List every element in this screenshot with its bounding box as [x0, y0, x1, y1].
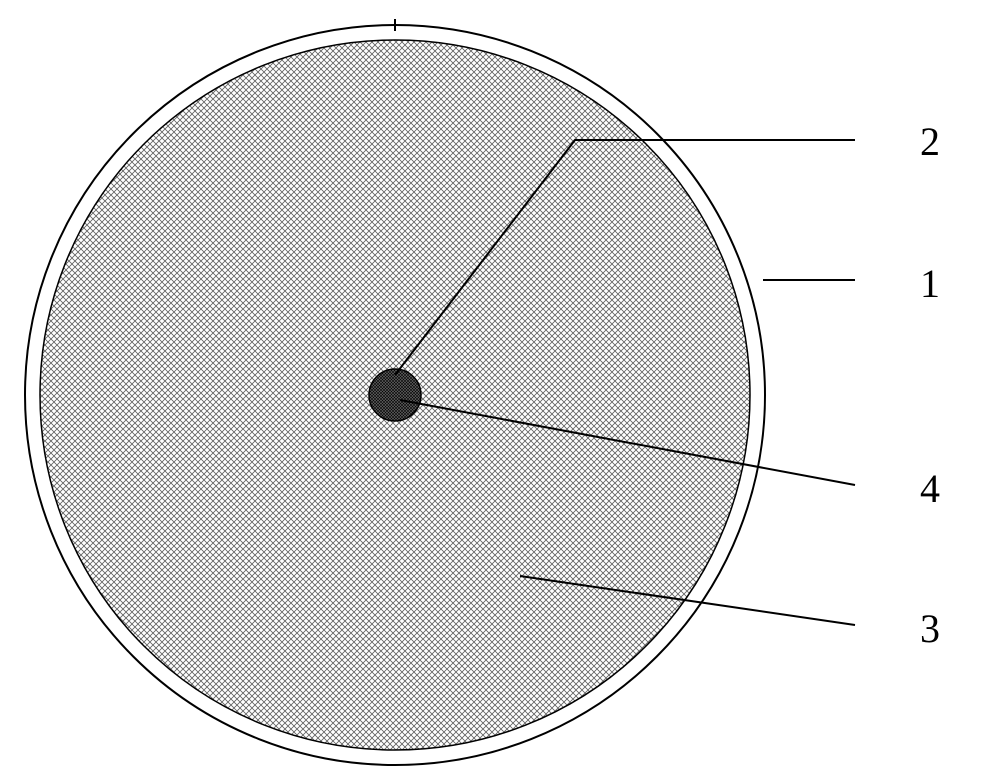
- label-3: 3: [920, 605, 940, 652]
- diagram-container: 2 1 4 3: [0, 0, 998, 780]
- label-2: 2: [920, 118, 940, 165]
- center-core: [369, 369, 421, 421]
- label-4: 4: [920, 465, 940, 512]
- cross-section-svg: [0, 0, 998, 780]
- label-1: 1: [920, 260, 940, 307]
